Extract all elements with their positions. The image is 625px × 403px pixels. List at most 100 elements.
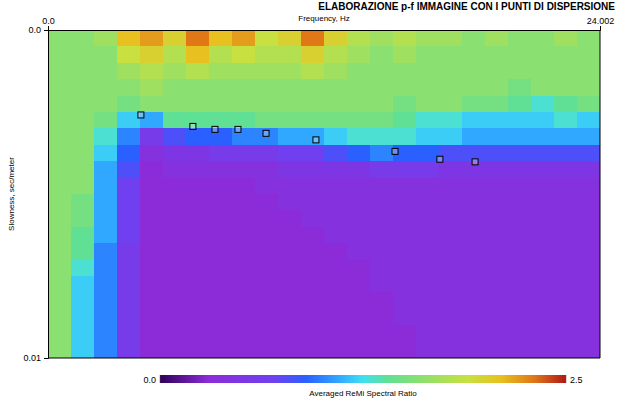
heatmap-cell — [324, 63, 347, 80]
heatmap-cell — [163, 194, 186, 211]
heatmap-cell — [393, 292, 416, 309]
heatmap-cell — [508, 292, 531, 309]
heatmap-cell — [393, 309, 416, 326]
heatmap-cell — [163, 30, 186, 47]
heatmap-cell — [324, 210, 347, 227]
heatmap-cell — [48, 79, 71, 96]
heatmap-cell — [117, 243, 140, 260]
heatmap-cell — [416, 309, 439, 326]
heatmap-cell — [554, 178, 577, 195]
heatmap-cell — [577, 96, 600, 113]
heatmap-cell — [485, 325, 508, 342]
heatmap-cell — [370, 96, 393, 113]
heatmap-cell — [462, 79, 485, 96]
heatmap-cell — [117, 46, 140, 63]
heatmap-cell — [393, 227, 416, 244]
heatmap-cell — [370, 194, 393, 211]
heatmap-cell — [71, 161, 94, 178]
heatmap-cell — [71, 243, 94, 260]
heatmap-cell — [117, 260, 140, 277]
heatmap-cell — [462, 292, 485, 309]
heatmap-cell — [531, 46, 554, 63]
heatmap-cell — [255, 128, 278, 145]
heatmap-cell — [140, 342, 163, 358]
heatmap-cell — [577, 79, 600, 96]
heatmap-cell — [439, 292, 462, 309]
heatmap-cell — [117, 325, 140, 342]
heatmap-cell — [117, 227, 140, 244]
heatmap-cell — [347, 46, 370, 63]
frame — [600, 30, 601, 358]
heatmap-cell — [531, 194, 554, 211]
heatmap-cell — [531, 30, 554, 47]
heatmap-cell — [462, 325, 485, 342]
heatmap-cell — [508, 145, 531, 162]
heatmap-cell — [485, 243, 508, 260]
heatmap-cell — [140, 260, 163, 277]
heatmap-cell — [278, 292, 301, 309]
dispersion-point — [235, 126, 241, 132]
heatmap-cell — [554, 112, 577, 129]
heatmap-cell — [531, 79, 554, 96]
heatmap-cell — [393, 325, 416, 342]
heatmap-cell — [117, 342, 140, 358]
heatmap-cell — [554, 30, 577, 47]
heatmap-cell — [347, 112, 370, 129]
heatmap-cell — [324, 112, 347, 129]
heatmap-cell — [416, 260, 439, 277]
heatmap-cell — [531, 210, 554, 227]
heatmap-cell — [370, 276, 393, 293]
heatmap-cell — [439, 260, 462, 277]
heatmap-cell — [554, 46, 577, 63]
heatmap-cell — [209, 145, 232, 162]
heatmap-cell — [301, 46, 324, 63]
heatmap-cell — [255, 194, 278, 211]
heatmap-cell — [370, 227, 393, 244]
heatmap-cell — [577, 30, 600, 47]
heatmap-cell — [554, 194, 577, 211]
heatmap-cell — [324, 128, 347, 145]
heatmap-cell — [71, 30, 94, 47]
heatmap-cell — [508, 227, 531, 244]
heatmap-cell — [140, 96, 163, 113]
heatmap-cell — [324, 46, 347, 63]
heatmap-cell — [393, 260, 416, 277]
heatmap-cell — [462, 194, 485, 211]
heatmap-cell — [347, 194, 370, 211]
heatmap-cell — [462, 227, 485, 244]
heatmap-cell — [94, 128, 117, 145]
heatmap-cell — [48, 276, 71, 293]
heatmap-cell — [370, 260, 393, 277]
heatmap-cell — [347, 325, 370, 342]
heatmap-cell — [301, 178, 324, 195]
heatmap-cell — [209, 342, 232, 358]
heatmap-cell — [347, 210, 370, 227]
heatmap-cell — [48, 112, 71, 129]
heatmap-cell — [347, 128, 370, 145]
heatmap-cell — [301, 145, 324, 162]
heatmap-cell — [508, 46, 531, 63]
heatmap-cell — [577, 260, 600, 277]
heatmap-cell — [577, 128, 600, 145]
heatmap-cell — [462, 30, 485, 47]
heatmap-cell — [462, 112, 485, 129]
heatmap-cell — [278, 243, 301, 260]
heatmap-cell — [554, 227, 577, 244]
heatmap-cell — [255, 96, 278, 113]
heatmap-cell — [209, 63, 232, 80]
heatmap-cell — [393, 194, 416, 211]
heatmap-cell — [347, 30, 370, 47]
heatmap-cell — [186, 96, 209, 113]
heatmap-cell — [531, 145, 554, 162]
heatmap-cell — [577, 243, 600, 260]
heatmap-cell — [416, 178, 439, 195]
heatmap-cell — [554, 63, 577, 80]
heatmap-cell — [577, 325, 600, 342]
heatmap-cell — [94, 210, 117, 227]
heatmap-cell — [232, 63, 255, 80]
heatmap-cell — [347, 178, 370, 195]
heatmap-cell — [117, 128, 140, 145]
heatmap-cell — [301, 30, 324, 47]
heatmap-cell — [71, 145, 94, 162]
colorbar-tick — [566, 375, 567, 383]
